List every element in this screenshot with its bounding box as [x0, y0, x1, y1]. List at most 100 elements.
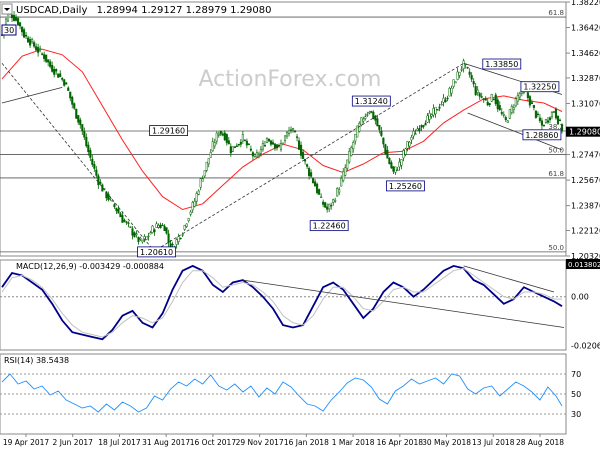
price-frame — [0, 1, 567, 257]
candle-body — [231, 146, 234, 152]
candle — [49, 59, 52, 69]
candle-body — [456, 71, 459, 80]
level-badge-box — [309, 220, 349, 232]
candle — [271, 139, 275, 145]
candle-body — [123, 219, 126, 222]
candle — [263, 141, 266, 147]
candle-body — [145, 236, 148, 240]
candle — [215, 131, 218, 145]
candle — [476, 86, 479, 96]
level-badge-label: 1.29160 — [152, 127, 185, 136]
candle-body — [508, 109, 511, 119]
candle-body — [257, 153, 260, 156]
candle-body — [287, 130, 291, 134]
candle — [221, 131, 224, 137]
candle-body — [354, 133, 357, 142]
chart-symbol-name: USDCAD,Daily — [16, 5, 87, 16]
candle — [15, 14, 18, 22]
candle-body — [548, 117, 552, 121]
candle — [33, 40, 36, 49]
level-badge-label: 1.22460 — [313, 222, 346, 231]
level-badge-label: 1.28860 — [525, 131, 558, 140]
candle-body — [167, 233, 170, 243]
candle — [235, 143, 238, 148]
x-tick-label: 19 Apr 2017 — [3, 438, 50, 447]
candle — [289, 126, 293, 134]
candle — [107, 191, 110, 202]
candle — [362, 116, 365, 124]
candle — [243, 139, 246, 142]
candle — [390, 160, 393, 169]
macd-frame — [0, 259, 567, 351]
candle — [346, 159, 349, 172]
candle-body — [556, 115, 560, 125]
candle-body — [450, 87, 453, 94]
candle-body — [410, 137, 413, 141]
candle — [558, 118, 562, 122]
candle-body — [346, 159, 349, 169]
candle-body — [494, 94, 497, 105]
candle — [440, 101, 443, 106]
candle — [27, 35, 30, 43]
candle — [472, 78, 475, 88]
candle-body — [550, 111, 554, 118]
candle-body — [366, 114, 369, 116]
candle-body — [229, 146, 232, 154]
candle — [318, 188, 321, 196]
candle — [23, 27, 26, 39]
candle-body — [89, 150, 92, 158]
candle-body — [57, 73, 60, 78]
candle-body — [21, 26, 24, 33]
candle — [183, 224, 186, 231]
candle — [542, 124, 545, 127]
candle — [470, 72, 473, 83]
candle — [279, 139, 283, 152]
candle-body — [265, 138, 268, 143]
fib-label: 50.0 — [548, 147, 564, 155]
candle-body — [113, 204, 116, 207]
candle — [55, 68, 58, 75]
candle — [510, 104, 513, 115]
candle-body — [308, 168, 311, 177]
candle — [77, 115, 80, 125]
candle — [185, 223, 188, 228]
candle-body — [49, 61, 52, 67]
candle — [247, 143, 250, 146]
candle-body — [137, 236, 140, 242]
candle — [324, 201, 327, 209]
candle — [378, 124, 381, 134]
candle — [296, 133, 299, 142]
level-badge: 1.25260 — [386, 180, 425, 192]
chart-menu-icon[interactable] — [1, 3, 13, 15]
candle — [442, 94, 445, 107]
candle-body — [316, 183, 319, 194]
candle-body — [312, 177, 315, 184]
candle-body — [19, 22, 22, 27]
candle-body — [518, 93, 521, 98]
candle — [207, 158, 210, 168]
corner-label-box — [1, 24, 17, 36]
candle — [175, 238, 178, 249]
candle-body — [79, 119, 82, 126]
candle — [63, 78, 66, 87]
candle-body — [99, 181, 102, 184]
price-tick-label: 1.23870 — [571, 202, 600, 211]
fib-label: 38.2 — [548, 123, 564, 131]
candle-body — [33, 42, 36, 47]
candle — [265, 137, 268, 144]
rsi-tick-label: 50 — [571, 390, 581, 399]
candle — [312, 177, 315, 184]
candle-body — [334, 200, 337, 202]
candle-body — [15, 17, 18, 21]
candle-body — [378, 124, 381, 130]
candle-body — [380, 130, 383, 136]
candle-body — [171, 243, 174, 246]
candle — [61, 77, 64, 82]
candle-body — [352, 142, 355, 149]
candle-body — [269, 140, 273, 145]
candle-body — [534, 110, 537, 118]
candle — [406, 140, 409, 152]
candle — [75, 108, 78, 119]
candle — [454, 81, 457, 84]
